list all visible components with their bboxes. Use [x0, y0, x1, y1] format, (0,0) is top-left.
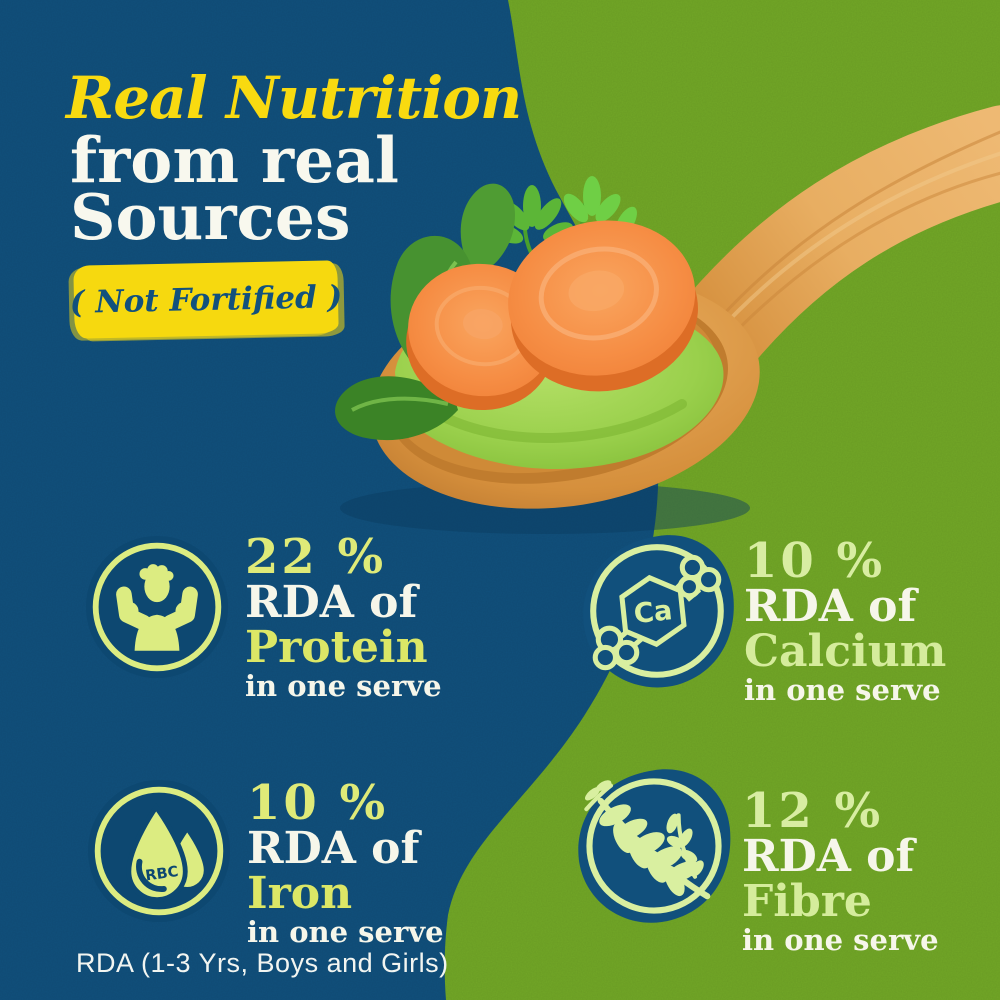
- fibre-name: Fibre: [742, 876, 872, 927]
- headline-line3: Sources: [70, 180, 351, 254]
- calcium-molecule-icon: Ca: [583, 535, 734, 688]
- blood-drops: RBC: [126, 803, 204, 903]
- flexing-man-silhouette: [116, 564, 198, 651]
- headline-line2: from real: [70, 123, 399, 197]
- fibre-percent: 12 %: [742, 783, 884, 839]
- protein-name: Protein: [245, 622, 428, 673]
- calcium-name: Calcium: [744, 626, 947, 677]
- stat-calcium: Ca 10 % RDA of Calcium in one serve: [576, 530, 946, 707]
- spoon-handle: [665, 105, 1000, 387]
- carrot-slice-front: [508, 220, 698, 392]
- wheat-branch: [584, 780, 711, 900]
- stat-fibre: 12 % RDA of Fibre in one serve: [570, 762, 939, 957]
- wheat-branch-icon: [578, 769, 731, 923]
- blood-drops-rbc-icon: RBC: [87, 779, 231, 923]
- calcium-percent: 10 %: [744, 533, 886, 589]
- calcium-serving-note: in one serve: [744, 673, 941, 707]
- calcium-rda-label: RDA of: [744, 581, 917, 632]
- iron-percent: 10 %: [247, 775, 389, 831]
- calcium-symbol-text: Ca: [632, 595, 674, 630]
- badge-label: ( Not Fortified ): [69, 278, 343, 321]
- rda-footnote: RDA (1-3 Yrs, Boys and Girls): [76, 948, 449, 978]
- iron-name: Iron: [247, 868, 353, 919]
- fibre-rda-label: RDA of: [742, 831, 915, 882]
- bone-ends: [592, 554, 722, 671]
- stat-iron: RBC 10 % RDA of Iron in one serve: [86, 778, 444, 949]
- muscle-flex-icon: [85, 535, 229, 679]
- protein-percent: 22 %: [245, 529, 387, 585]
- iron-rda-label: RDA of: [247, 823, 420, 874]
- not-fortified-badge: ( Not Fortified ): [69, 260, 343, 339]
- headline-script: Real Nutrition: [66, 64, 522, 132]
- protein-serving-note: in one serve: [245, 669, 442, 703]
- fibre-serving-note: in one serve: [742, 923, 939, 957]
- headline-rest: from real Sources: [70, 123, 399, 254]
- stat-protein: 22 % RDA of Protein in one serve: [84, 529, 442, 703]
- protein-rda-label: RDA of: [245, 577, 418, 628]
- rbc-text: RBC: [144, 863, 179, 884]
- iron-serving-note: in one serve: [247, 915, 444, 949]
